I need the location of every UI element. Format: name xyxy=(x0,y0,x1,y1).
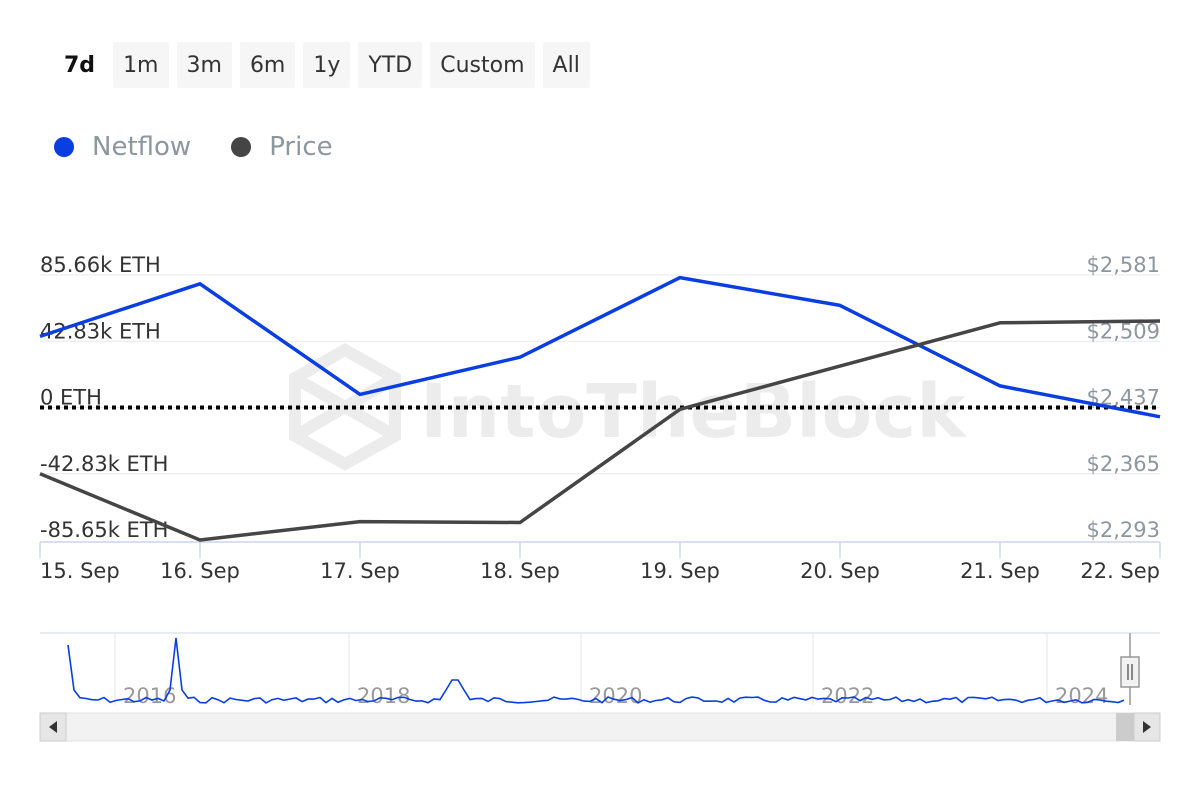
x-tick-label: 15. Sep xyxy=(40,559,120,583)
x-tick-label: 17. Sep xyxy=(320,559,400,583)
range-button-ytd[interactable]: YTD xyxy=(358,42,423,88)
scroll-left-arrow-icon xyxy=(49,721,57,733)
x-tick-label: 19. Sep xyxy=(640,559,720,583)
x-tick-label: 16. Sep xyxy=(160,559,240,583)
x-axis: 15. Sep 16. Sep 17. Sep 18. Sep 19. Sep 20. S… xyxy=(39,541,1161,583)
y-left-tick-label: -42.83k ETH xyxy=(40,452,168,476)
y-axis-right: $2,581$2,509$2,437$2,365$2,293 xyxy=(1087,253,1160,542)
navigator-handle-grip[interactable] xyxy=(1120,656,1140,688)
range-button-6m[interactable]: 6m xyxy=(239,42,296,88)
series-line-netflow[interactable] xyxy=(39,275,1161,419)
navigator-year-label: 2024 xyxy=(1055,684,1108,708)
y-right-tick-label: $2,293 xyxy=(1087,518,1160,542)
watermark-text: IntoTheBlock xyxy=(420,369,967,455)
navigator-year-label: 2022 xyxy=(821,684,874,708)
scrollbar-track[interactable] xyxy=(39,712,1161,742)
series-lines xyxy=(39,275,1161,542)
scroll-right-arrow-icon xyxy=(1143,721,1151,733)
x-tick-label: 18. Sep xyxy=(480,559,560,583)
navigator-year-label: 2020 xyxy=(589,684,642,708)
legend-item-price[interactable]: Price xyxy=(231,132,333,162)
navigator-year-label: 2018 xyxy=(357,684,410,708)
range-button-custom[interactable]: Custom xyxy=(430,42,535,88)
legend-label-netflow: Netflow xyxy=(92,132,192,162)
legend-label-price: Price xyxy=(269,132,333,162)
legend-item-netflow[interactable]: Netflow xyxy=(54,132,191,162)
scrollbar[interactable] xyxy=(39,712,1161,742)
netflow-dot-icon xyxy=(54,137,74,157)
navigator-year-label: 2016 xyxy=(123,684,176,708)
scrollbar-thumb[interactable] xyxy=(1116,713,1134,741)
range-button-7d[interactable]: 7d xyxy=(64,52,96,78)
x-tick-label: 20. Sep xyxy=(800,559,880,583)
chart-legend: Netflow Price xyxy=(54,132,333,162)
navigator[interactable]: 2016 2018 2020 2022 2024 xyxy=(40,632,1160,708)
y-left-tick-label: 0 ETH xyxy=(40,386,102,410)
y-left-tick-label: 85.66k ETH xyxy=(40,253,161,277)
range-selector: 7d 1m 3m 6m 1y YTD Custom All xyxy=(54,42,590,88)
navigator-series-line xyxy=(67,637,1125,704)
watermark: IntoTheBlock xyxy=(289,343,967,471)
range-button-3m[interactable]: 3m xyxy=(176,42,232,88)
navigator-handle[interactable] xyxy=(1120,656,1140,688)
x-tick-label: 22. Sep xyxy=(1080,559,1160,583)
y-right-tick-label: $2,581 xyxy=(1087,253,1160,277)
y-right-tick-label: $2,365 xyxy=(1087,452,1160,476)
range-button-1y[interactable]: 1y xyxy=(303,42,351,88)
series-line-price[interactable] xyxy=(39,319,1161,542)
x-tick-label: 21. Sep xyxy=(960,559,1040,583)
y-left-tick-label: -85.65k ETH xyxy=(40,518,168,542)
range-button-1m[interactable]: 1m xyxy=(113,42,169,88)
range-button-all[interactable]: All xyxy=(542,42,590,88)
price-dot-icon xyxy=(231,137,252,157)
